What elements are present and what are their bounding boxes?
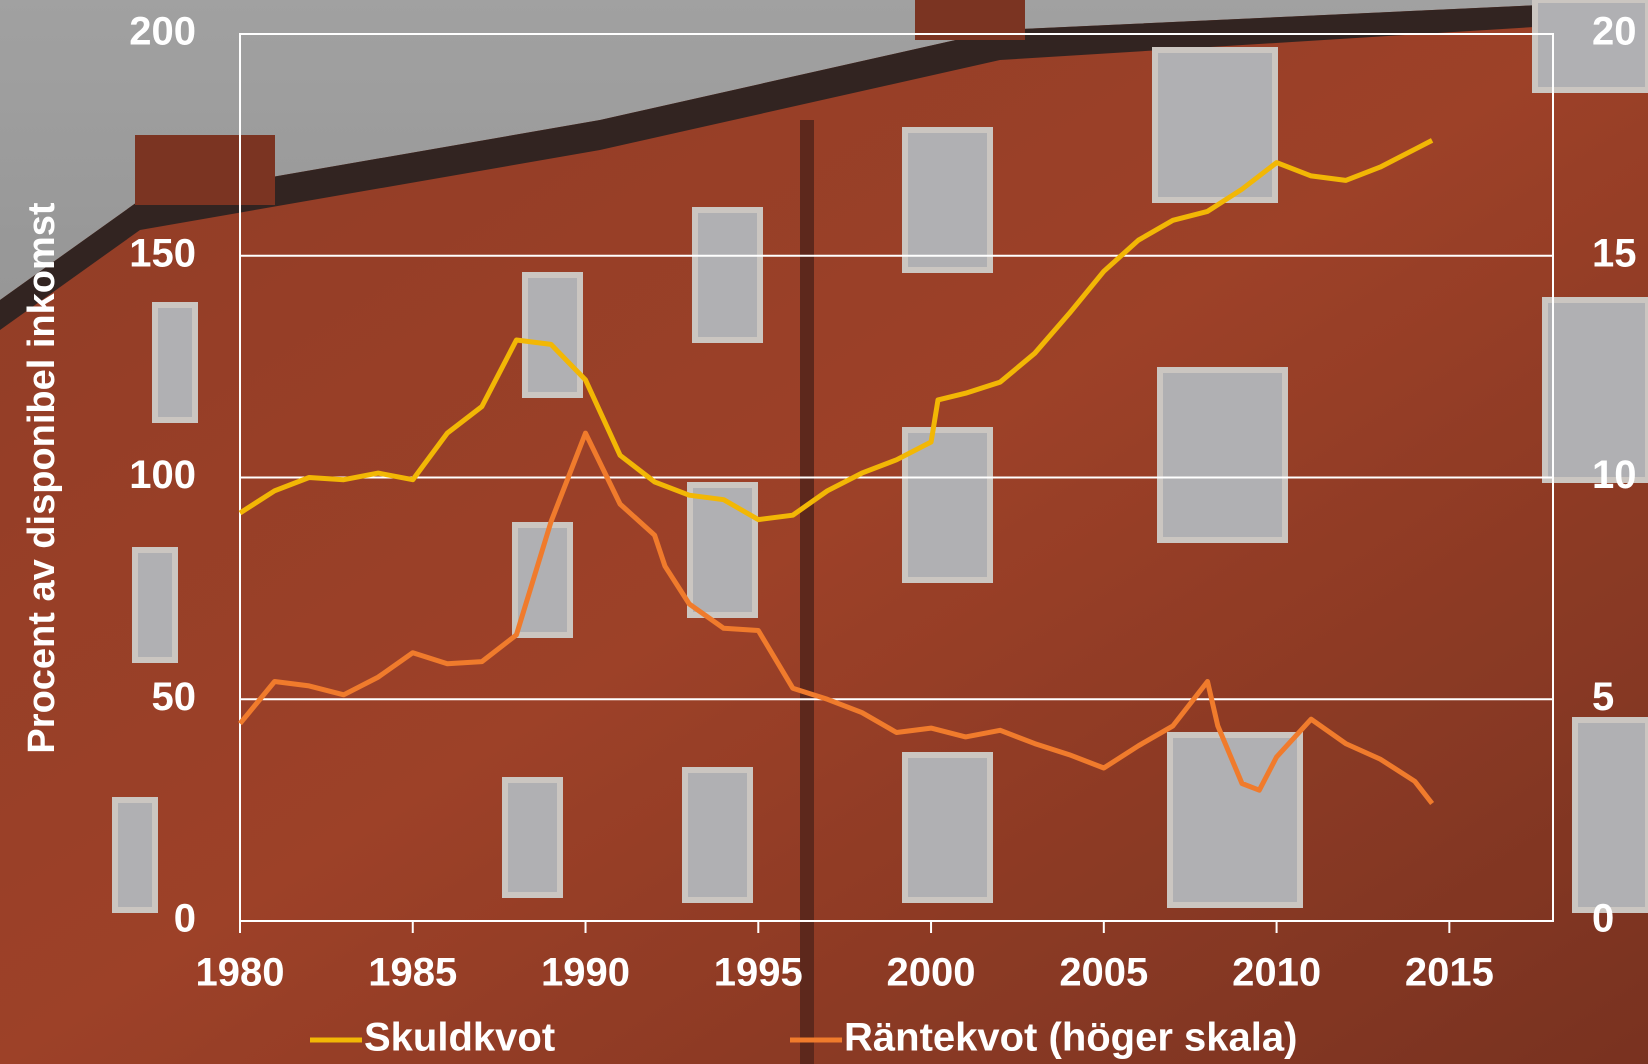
legend-label: Skuldkvot	[364, 1016, 555, 1060]
legend-label: Räntekvot (höger skala)	[844, 1016, 1297, 1060]
y-tick-label: 150	[129, 231, 196, 275]
x-tick-label: 2005	[1059, 951, 1148, 995]
x-tick-label: 2000	[887, 951, 976, 995]
x-tick-label: 1980	[196, 951, 285, 995]
x-tick-label: 2015	[1405, 951, 1494, 995]
y-tick-label: 50	[152, 675, 197, 719]
y-tick-label: 200	[129, 10, 196, 54]
y2-tick-label: 10	[1592, 453, 1637, 497]
x-tick-label: 1985	[368, 951, 457, 995]
background	[0, 0, 1648, 1064]
y2-tick-label: 20	[1592, 10, 1637, 54]
y-tick-label: 0	[174, 897, 196, 941]
x-tick-label: 1995	[714, 951, 803, 995]
y-tick-label: 100	[129, 453, 196, 497]
chart: Procent av disponibel inkomst 0501001502…	[0, 0, 1648, 1064]
y2-tick-label: 0	[1592, 897, 1614, 941]
y2-tick-label: 5	[1592, 675, 1614, 719]
x-tick-label: 1990	[541, 951, 630, 995]
y-axis-title: Procent av disponibel inkomst	[21, 202, 63, 753]
x-tick-label: 2010	[1232, 951, 1321, 995]
y2-tick-label: 15	[1592, 231, 1637, 275]
